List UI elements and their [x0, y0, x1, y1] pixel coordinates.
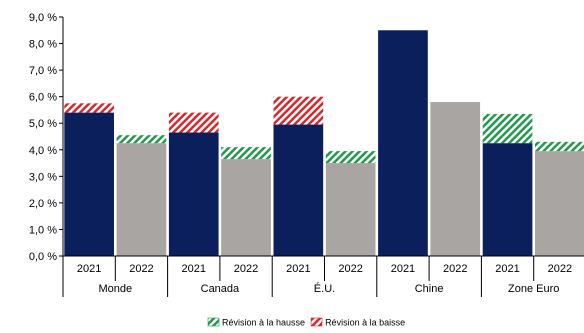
x-group-label: Chine [415, 283, 444, 295]
revision-hausse-zone-euro-2021 [482, 113, 533, 144]
revision-hausse-monde-2022 [116, 135, 167, 144]
revision-baisse--u--2021 [273, 96, 324, 125]
legend-label-hausse: Révision à la hausse [222, 318, 305, 328]
x-group-label: Canada [201, 283, 240, 295]
bar-canada-2022 [221, 159, 271, 256]
y-tick-label: 1,0 % [29, 224, 57, 236]
legend-swatch-hausse [207, 317, 220, 327]
bar-chine-2022 [430, 101, 481, 256]
bar-canada-2021 [168, 132, 219, 256]
legend-label-baisse: Révision à la baisse [325, 318, 405, 328]
revision-hausse--u--2022 [325, 151, 376, 164]
x-group-label: Zone Euro [508, 283, 559, 295]
x-group-label: Monde [98, 283, 132, 295]
y-tick-label: 3,0 % [29, 171, 57, 183]
y-tick-label: 6,0 % [29, 92, 57, 104]
x-tick-label-year: 2021 [77, 263, 101, 275]
y-axis: 0,0 % 1,0 % 2,0 % 3,0 % 4,0 % 5,0 % 6,0 % 7,0 %… [29, 12, 64, 263]
y-tick-label: 8,0 % [29, 39, 57, 51]
x-tick-label-year: 2022 [548, 263, 572, 275]
revision-hausse-canada-2022 [221, 147, 271, 160]
bar-zone-euro-2021 [482, 143, 533, 256]
x-tick-label-year: 2022 [129, 263, 153, 275]
y-tick-label: 4,0 % [29, 145, 57, 157]
x-tick-label-year: 2022 [443, 263, 467, 275]
bar--u--2021 [273, 124, 324, 256]
revision-baisse-canada-2021 [168, 112, 219, 133]
x-axis: 2021 2022 2021 2022 2021 2022 2021 2022 2021 2022… [62, 255, 584, 297]
y-tick-label: 2,0 % [29, 198, 57, 210]
legend: Révision à la hausse Révision à la baisse [207, 317, 405, 328]
x-group-label: É.U. [314, 282, 335, 295]
x-tick-label-year: 2021 [495, 263, 519, 275]
y-tick-label: 0,0 % [29, 251, 57, 263]
x-tick-label-year: 2022 [234, 263, 258, 275]
bar-monde-2021 [64, 112, 114, 256]
bars [64, 30, 584, 257]
x-tick-label-year: 2021 [182, 263, 206, 275]
revision-hausse-zone-euro-2022 [535, 141, 584, 152]
x-tick-label-year: 2021 [286, 263, 310, 275]
x-tick-label-year: 2021 [391, 263, 415, 275]
x-tick-label-year: 2022 [338, 263, 362, 275]
y-tick-label: 9,0 % [29, 12, 57, 24]
bar--u--2022 [325, 163, 376, 256]
y-tick-label: 7,0 % [29, 65, 57, 77]
revision-baisse-monde-2021 [64, 103, 114, 113]
legend-swatch-baisse [310, 317, 323, 327]
bar-zone-euro-2022 [535, 151, 584, 256]
bar-monde-2022 [116, 143, 167, 256]
y-tick-label: 5,0 % [29, 118, 57, 130]
bar-chine-2021 [378, 30, 428, 257]
